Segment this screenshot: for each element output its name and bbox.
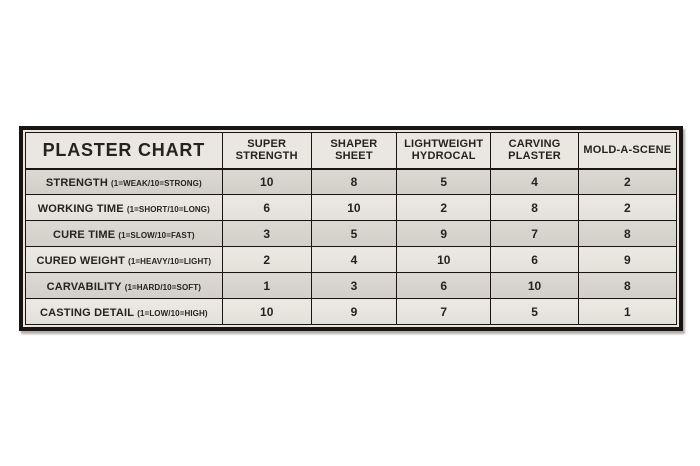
row-casting-detail: CASTING DETAIL (1=LOW/10=HIGH) 10 9 7 5 1 — [25, 298, 678, 325]
value-cell: 4 — [310, 246, 398, 273]
value-cell: 2 — [221, 246, 312, 273]
row-cured-weight: CURED WEIGHT (1=HEAVY/10=LIGHT) 2 4 10 6 … — [25, 246, 678, 273]
value-cell: 4 — [490, 168, 579, 195]
row-label-cell: CURE TIME (1=SLOW/10=FAST) — [25, 220, 223, 247]
value-cell: 3 — [310, 272, 398, 299]
value-cell: 8 — [490, 194, 579, 221]
value-cell: 5 — [310, 220, 398, 247]
value-cell: 7 — [396, 298, 492, 325]
row-label: CASTING DETAIL — [39, 306, 135, 319]
value-cell: 6 — [396, 272, 492, 299]
row-label-cell: CURED WEIGHT (1=HEAVY/10=LIGHT) — [25, 246, 223, 273]
value-cell: 5 — [490, 298, 579, 325]
value-cell: 9 — [396, 220, 492, 247]
row-scale: (1=LOW/10=HIGH) — [137, 308, 208, 318]
row-label: WORKING TIME — [37, 202, 124, 215]
row-label: CURE TIME — [53, 228, 116, 241]
row-label: CURED WEIGHT — [36, 254, 126, 267]
value-cell: 9 — [577, 246, 678, 273]
value-cell: 5 — [396, 168, 492, 195]
row-label-cell: STRENGTH (1=WEAK/10=STRONG) — [25, 168, 223, 195]
value-cell: 2 — [577, 194, 678, 221]
row-scale: (1=WEAK/10=STRONG) — [111, 178, 202, 188]
row-working-time: WORKING TIME (1=SHORT/10=LONG) 6 10 2 8 2 — [25, 194, 678, 221]
value-cell: 3 — [221, 220, 312, 247]
row-label-cell: CARVABILITY (1=HARD/10=SOFT) — [25, 272, 223, 299]
header-row: PLASTER CHART SUPER STRENGTH SHAPER SHEE… — [25, 132, 678, 170]
value-cell: 1 — [221, 272, 312, 299]
row-strength: STRENGTH (1=WEAK/10=STRONG) 10 8 5 4 2 — [25, 168, 678, 195]
row-label-cell: WORKING TIME (1=SHORT/10=LONG) — [25, 194, 223, 221]
column-header-lightweight-hydrocal: LIGHTWEIGHT HYDROCAL — [396, 132, 492, 170]
value-cell: 10 — [396, 246, 492, 273]
row-carvability: CARVABILITY (1=HARD/10=SOFT) 1 3 6 10 8 — [25, 272, 678, 299]
row-label: STRENGTH — [45, 176, 108, 189]
value-cell: 10 — [490, 272, 579, 299]
comparison-table: PLASTER CHART SUPER STRENGTH SHAPER SHEE… — [25, 132, 678, 325]
value-cell: 10 — [221, 298, 312, 325]
row-label: CARVABILITY — [46, 280, 122, 293]
value-cell: 2 — [396, 194, 492, 221]
row-cure-time: CURE TIME (1=SLOW/10=FAST) 3 5 9 7 8 — [25, 220, 678, 247]
row-scale: (1=SHORT/10=LONG) — [126, 204, 210, 214]
value-cell: 2 — [577, 168, 678, 195]
row-scale: (1=HEAVY/10=LIGHT) — [128, 256, 212, 266]
value-cell: 10 — [310, 194, 398, 221]
value-cell: 8 — [577, 220, 678, 247]
column-header-mold-a-scene: MOLD-A-SCENE — [577, 132, 678, 170]
row-scale: (1=SLOW/10=FAST) — [118, 230, 195, 240]
value-cell: 9 — [310, 298, 398, 325]
value-cell: 8 — [577, 272, 678, 299]
plaster-chart-table: PLASTER CHART SUPER STRENGTH SHAPER SHEE… — [19, 126, 683, 331]
column-header-super-strength: SUPER STRENGTH — [221, 132, 312, 170]
value-cell: 6 — [490, 246, 579, 273]
value-cell: 1 — [577, 298, 678, 325]
row-scale: (1=HARD/10=SOFT) — [124, 282, 202, 292]
table-title: PLASTER CHART — [25, 132, 223, 170]
value-cell: 8 — [310, 168, 398, 195]
column-header-carving-plaster: CARVING PLASTER — [490, 132, 579, 170]
value-cell: 7 — [490, 220, 579, 247]
value-cell: 10 — [221, 168, 312, 195]
value-cell: 6 — [221, 194, 312, 221]
column-header-shaper-sheet: SHAPER SHEET — [310, 132, 398, 170]
row-label-cell: CASTING DETAIL (1=LOW/10=HIGH) — [25, 298, 223, 325]
